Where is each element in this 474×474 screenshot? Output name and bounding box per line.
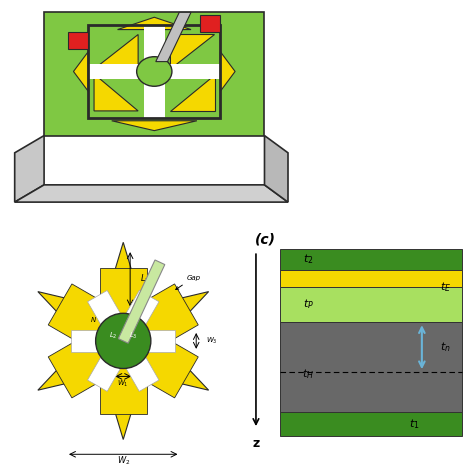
Text: $W_3$: $W_3$ [206,336,218,346]
Bar [280,249,462,270]
Polygon shape [118,17,191,29]
Polygon shape [72,329,175,352]
Text: $\mathbf{z}$: $\mathbf{z}$ [252,437,260,450]
Polygon shape [100,365,147,414]
Bar [280,287,462,322]
Circle shape [137,57,172,86]
Polygon shape [88,291,159,392]
Polygon shape [171,74,215,111]
Text: $t_H$: $t_H$ [302,367,314,382]
Text: $t_P$: $t_P$ [302,298,314,311]
Text: $A$: $A$ [137,368,144,377]
Polygon shape [48,332,115,398]
Text: $L_2$: $L_2$ [109,331,118,341]
Polygon shape [112,121,197,131]
Polygon shape [220,52,235,91]
Polygon shape [94,341,153,439]
Polygon shape [68,32,88,49]
Text: $N$: $N$ [90,315,97,324]
Text: (c): (c) [255,232,276,246]
Polygon shape [38,315,138,390]
Polygon shape [94,74,138,111]
Polygon shape [88,291,159,392]
Polygon shape [15,136,44,202]
Polygon shape [109,292,209,366]
Text: Gap: Gap [176,275,201,290]
Polygon shape [48,284,115,349]
Polygon shape [144,25,164,118]
Circle shape [96,313,151,368]
Bar [280,412,462,436]
Polygon shape [94,242,153,341]
Polygon shape [100,268,147,317]
Text: $t_2$: $t_2$ [303,253,313,266]
Text: $t_1$: $t_1$ [410,417,420,431]
Bar [280,270,462,287]
Polygon shape [156,12,191,62]
Polygon shape [132,284,198,349]
Polygon shape [109,315,209,390]
Polygon shape [44,12,264,136]
Polygon shape [73,52,88,91]
Text: $t_n$: $t_n$ [440,340,451,354]
Polygon shape [200,15,220,32]
Polygon shape [118,260,165,343]
Polygon shape [38,292,138,366]
Text: $t_E$: $t_E$ [440,280,451,294]
Polygon shape [88,64,220,79]
Text: $W_1$: $W_1$ [118,379,129,389]
Text: $L_1$: $L_1$ [140,273,150,285]
Polygon shape [264,136,288,202]
Text: $W_2$: $W_2$ [117,455,130,467]
Polygon shape [15,185,288,202]
Polygon shape [132,332,198,398]
Text: $L_3$: $L_3$ [129,331,137,341]
Bar [280,322,462,412]
Polygon shape [94,35,138,69]
Polygon shape [171,35,215,69]
